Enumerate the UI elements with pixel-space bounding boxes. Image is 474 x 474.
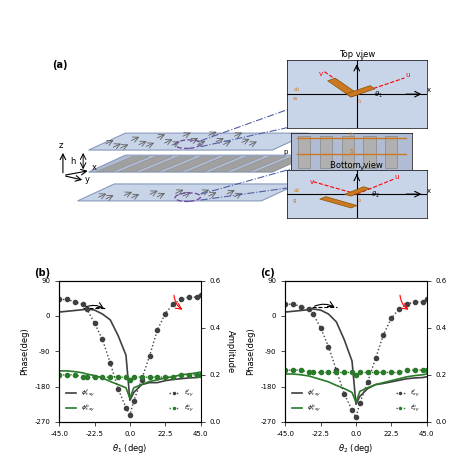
Polygon shape xyxy=(210,156,263,172)
Y-axis label: Phase(deg): Phase(deg) xyxy=(246,328,255,375)
X-axis label: $\theta_1$ (deg): $\theta_1$ (deg) xyxy=(112,442,147,456)
Polygon shape xyxy=(164,156,218,172)
X-axis label: $\theta_2$ (deg): $\theta_2$ (deg) xyxy=(338,442,374,456)
Legend: $\phi^f_{t\ xy}$, $\phi^b_{t\ xy}$: $\phi^f_{t\ xy}$, $\phi^b_{t\ xy}$ xyxy=(290,385,324,417)
Polygon shape xyxy=(142,156,195,172)
Legend: $\phi^f_{t\ xy}$, $\phi^b_{t\ xy}$: $\phi^f_{t\ xy}$, $\phi^b_{t\ xy}$ xyxy=(64,385,98,417)
Text: (c): (c) xyxy=(260,268,274,278)
Polygon shape xyxy=(89,133,309,150)
Text: h: h xyxy=(71,156,76,165)
Polygon shape xyxy=(96,156,149,172)
Polygon shape xyxy=(78,184,298,201)
Y-axis label: Phase(deg): Phase(deg) xyxy=(19,328,28,375)
Text: y: y xyxy=(84,175,89,184)
Text: (a): (a) xyxy=(52,60,67,70)
Text: z: z xyxy=(59,141,63,150)
Polygon shape xyxy=(89,155,309,172)
Polygon shape xyxy=(255,156,309,172)
Text: (b): (b) xyxy=(34,268,50,278)
Polygon shape xyxy=(119,156,172,172)
Polygon shape xyxy=(187,156,240,172)
Y-axis label: Amplitude: Amplitude xyxy=(226,329,235,373)
Text: x: x xyxy=(91,164,97,173)
Legend: $t^f_{xy}$, $t^b_{xy}$: $t^f_{xy}$, $t^b_{xy}$ xyxy=(167,385,196,417)
Polygon shape xyxy=(233,156,286,172)
Legend: $t^f_{xy}$, $t^b_{xy}$: $t^f_{xy}$, $t^b_{xy}$ xyxy=(393,385,422,417)
